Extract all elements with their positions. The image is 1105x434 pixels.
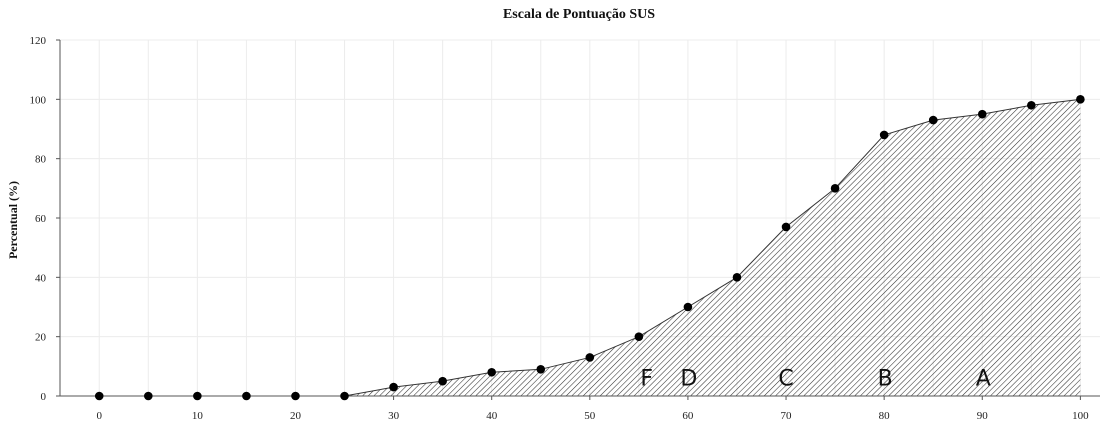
grade-label: B — [878, 367, 893, 392]
data-point — [683, 302, 693, 312]
data-point — [585, 353, 595, 362]
data-point — [291, 391, 300, 401]
grade-label: D — [680, 367, 697, 392]
data-point — [242, 391, 251, 401]
x-tick-label: 60 — [682, 410, 694, 422]
data-points — [94, 95, 1085, 401]
data-point — [977, 109, 987, 119]
data-point — [830, 184, 840, 193]
y-tick-label: 40 — [35, 272, 47, 284]
data-point — [487, 367, 496, 377]
data-point — [634, 332, 644, 341]
x-tick-label: 10 — [192, 410, 204, 422]
data-point — [732, 273, 742, 282]
data-point — [94, 391, 104, 401]
chart-title: Escala de Pontuação SUS — [503, 7, 655, 22]
data-point — [438, 376, 447, 386]
x-tick-label: 100 — [1072, 410, 1089, 422]
y-tick-label: 100 — [30, 94, 47, 106]
data-point — [193, 391, 202, 401]
data-point — [781, 222, 791, 232]
x-tick-label: 0 — [96, 410, 102, 422]
grade-label: F — [640, 367, 653, 392]
grade-label: C — [778, 367, 793, 392]
y-tick-label: 80 — [35, 154, 47, 166]
x-tick-label: 40 — [486, 410, 498, 422]
data-point — [928, 115, 938, 125]
data-point — [1076, 95, 1085, 104]
data-point — [879, 130, 889, 140]
x-tick-label: 90 — [977, 410, 989, 422]
x-tick-label: 70 — [781, 410, 793, 422]
data-point — [144, 391, 153, 401]
x-tick-label: 50 — [584, 410, 596, 422]
data-point — [536, 365, 546, 374]
data-point — [340, 391, 349, 401]
y-tick-label: 20 — [35, 332, 47, 344]
hatched-area — [99, 99, 1081, 396]
data-point — [389, 382, 398, 392]
x-tick-label: 30 — [388, 410, 400, 422]
y-tick-label: 120 — [30, 35, 47, 47]
grade-label: A — [976, 367, 991, 392]
tick-labels: 0 20 40 60 80 100 120 0 10 20 30 40 50 60 70 80 90 100 — [30, 35, 1090, 422]
x-tick-label: 80 — [879, 410, 891, 422]
data-point — [1027, 100, 1036, 110]
y-axis-label: Percentual (%) — [6, 181, 20, 259]
x-tick-label: 20 — [290, 410, 302, 422]
y-tick-label: 60 — [35, 213, 47, 225]
y-tick-label: 0 — [41, 391, 47, 403]
